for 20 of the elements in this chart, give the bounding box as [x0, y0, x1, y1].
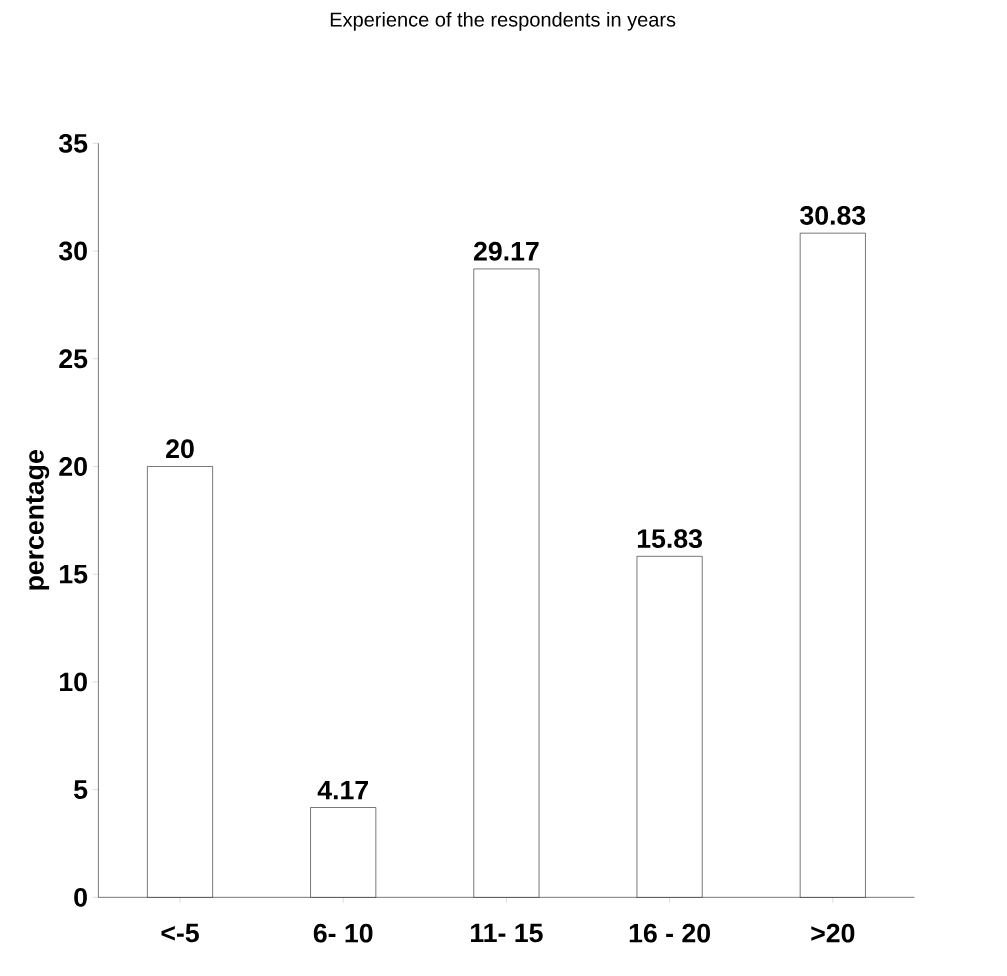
x-tick-label: 11- 15	[471, 923, 543, 943]
y-tick-label: 15	[60, 564, 88, 584]
data-label: 20	[166, 439, 194, 459]
y-tick-label: 0	[74, 887, 87, 907]
data-label: 15.83	[637, 529, 702, 549]
y-tick-label: 10	[60, 672, 87, 692]
chart-title: Experience of the respondents in years	[330, 12, 676, 31]
x-tick-label: 16 - 20	[629, 923, 710, 943]
y-axis-title: percentage	[26, 450, 50, 590]
x-tick-label: <-5	[161, 923, 199, 943]
y-tick-label: 35	[58, 133, 88, 153]
y-tick-label: 30	[58, 241, 87, 261]
data-label: 4.17	[317, 780, 368, 800]
x-tick-label: 6- 10	[313, 923, 373, 943]
y-tick-label: 20	[59, 457, 87, 476]
data-label: 30.83	[800, 205, 866, 225]
x-tick-label: >20	[811, 923, 855, 943]
y-tick-label: 5	[73, 780, 88, 799]
y-tick-label: 25	[59, 349, 88, 369]
data-label: 29.17	[473, 241, 539, 261]
